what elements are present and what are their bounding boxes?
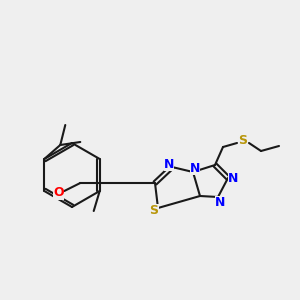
Text: S: S xyxy=(149,203,158,217)
Text: N: N xyxy=(164,158,174,170)
Text: N: N xyxy=(215,196,225,208)
Text: O: O xyxy=(53,187,64,200)
Text: N: N xyxy=(228,172,238,184)
Text: S: S xyxy=(238,134,247,148)
Text: N: N xyxy=(190,161,200,175)
